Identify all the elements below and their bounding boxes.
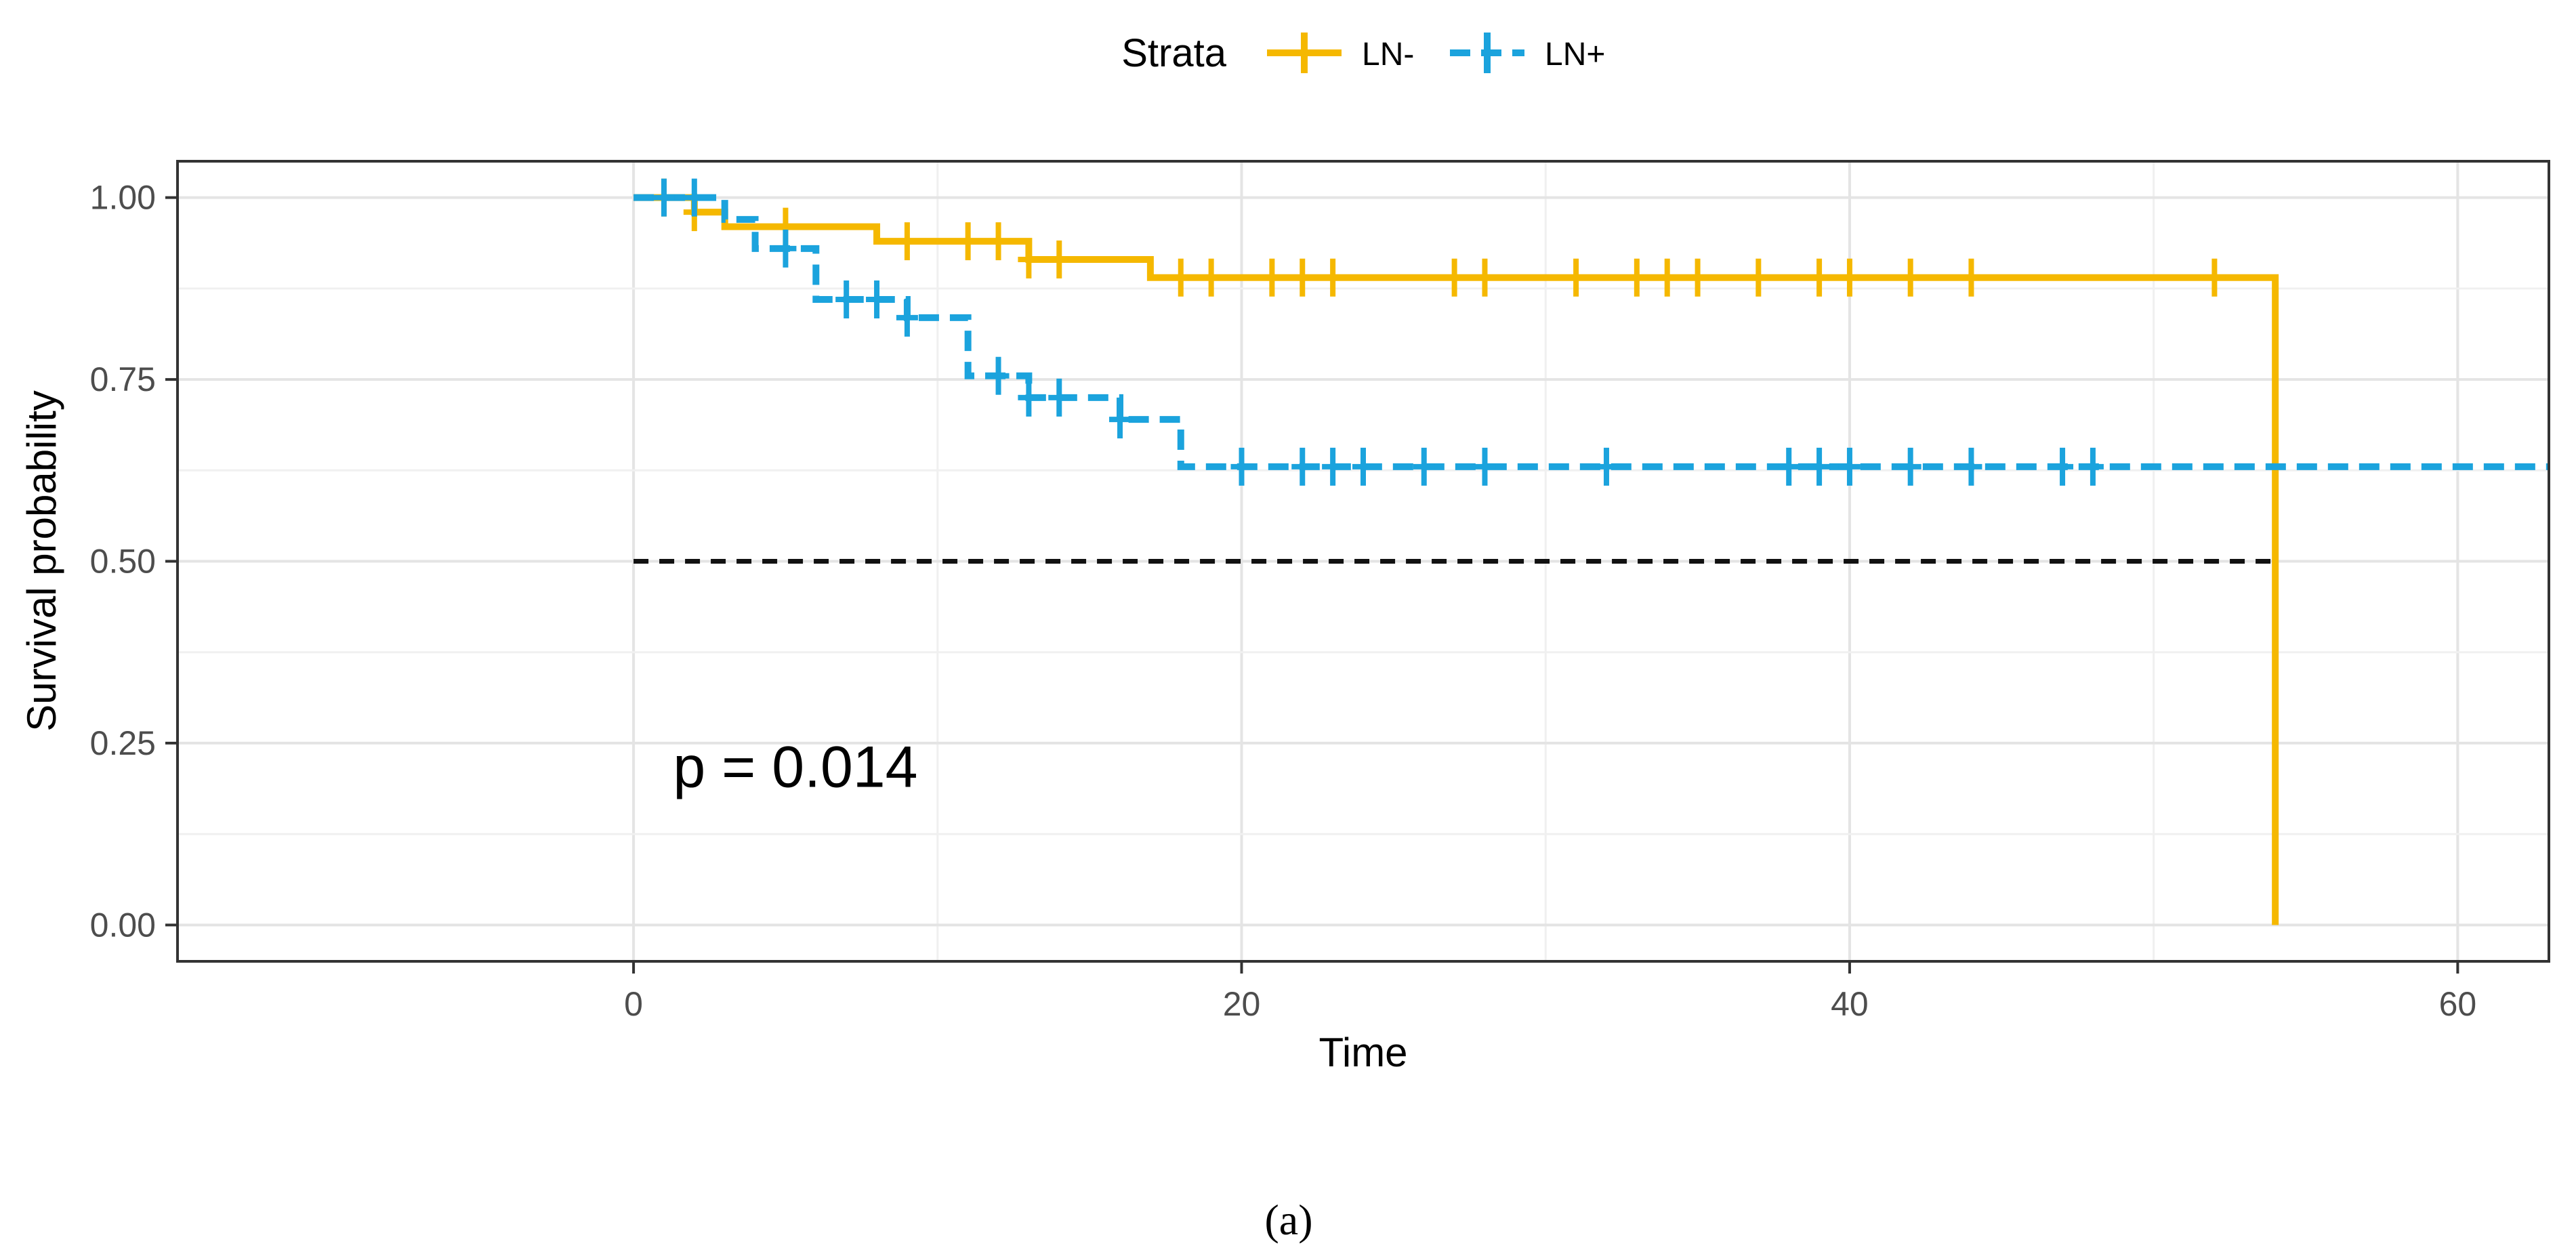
survival-curves: [633, 178, 2549, 925]
x-tick-label: 60: [2439, 985, 2477, 1023]
p-value-annotation: p = 0.014: [673, 734, 917, 799]
x-axis-title: Time: [1318, 1030, 1407, 1075]
y-axis-ticks: 0.00 0.25 0.50 0.75 1.00: [90, 179, 178, 944]
y-tick-label: 0.75: [90, 360, 156, 398]
legend-key-ln-neg: [1267, 33, 1342, 73]
caption-text: (a): [1264, 1196, 1312, 1244]
series-LN+: [633, 178, 2549, 486]
legend-title: Strata: [1121, 31, 1226, 75]
y-tick-label: 1.00: [90, 179, 156, 217]
x-tick-label: 40: [1831, 985, 1869, 1023]
x-tick-label: 0: [624, 985, 643, 1023]
y-axis-title: Survival probability: [19, 390, 64, 732]
y-tick-label: 0.25: [90, 724, 156, 762]
legend: Strata LN- LN+: [1121, 31, 1605, 75]
figure-caption: (a): [1264, 1196, 1312, 1244]
grid: [178, 161, 2549, 961]
legend-key-ln-pos: [1450, 33, 1524, 73]
y-tick-label: 0.00: [90, 906, 156, 944]
x-axis-ticks: 0 20 40 60: [624, 961, 2476, 1023]
series-LN-: [633, 178, 2279, 925]
x-tick-label: 20: [1223, 985, 1261, 1023]
legend-label-ln-pos: LN+: [1545, 37, 1605, 72]
legend-label-ln-neg: LN-: [1362, 37, 1414, 72]
y-tick-label: 0.50: [90, 543, 156, 581]
